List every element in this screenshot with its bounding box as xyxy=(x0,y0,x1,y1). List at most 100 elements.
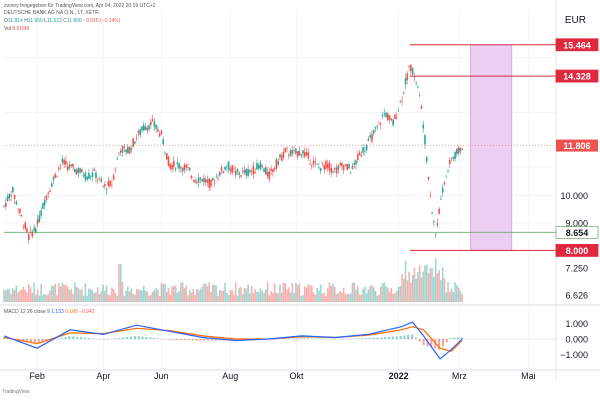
macd-name: MACD xyxy=(4,309,19,315)
macd-hist-bar xyxy=(450,338,452,339)
candle-body xyxy=(205,179,207,182)
candle-body xyxy=(389,115,391,119)
volume-bar xyxy=(380,287,382,302)
candle-body xyxy=(23,226,25,227)
volume-bar xyxy=(410,283,412,302)
candle-body xyxy=(223,171,225,173)
volume-bar xyxy=(445,292,447,302)
volume-bar xyxy=(345,293,347,302)
candle-body xyxy=(447,171,449,172)
volume-bar xyxy=(304,286,306,302)
candle-body xyxy=(139,130,141,135)
volume-bar xyxy=(422,271,424,302)
candle-body xyxy=(346,164,348,169)
candle-body xyxy=(380,124,382,125)
volume-bar xyxy=(102,284,104,302)
volume-bar xyxy=(32,293,34,302)
macd-hist-bar xyxy=(115,338,117,339)
volume-bar xyxy=(106,285,108,302)
volume-bar xyxy=(125,291,127,302)
macd-hist-bar xyxy=(149,338,151,339)
candle-body xyxy=(348,164,350,168)
candle-body xyxy=(338,166,340,170)
candle-body xyxy=(435,234,437,235)
candle-body xyxy=(49,191,51,193)
candle-body xyxy=(265,167,267,174)
candle-body xyxy=(184,165,186,170)
volume-bar xyxy=(346,294,348,302)
macd-hist-bar xyxy=(176,339,178,340)
candle-body xyxy=(373,130,375,133)
candle-body xyxy=(76,170,78,175)
volume-bar xyxy=(261,291,263,302)
candle-body xyxy=(24,223,26,229)
volume-bar xyxy=(263,293,265,302)
candle-body xyxy=(330,168,332,172)
candle-body xyxy=(456,149,458,154)
candle-body xyxy=(102,186,104,187)
volume-bar xyxy=(51,285,53,302)
volume-bar xyxy=(348,294,350,302)
candle-body xyxy=(14,195,16,199)
volume-bar xyxy=(246,288,248,302)
volume-bar xyxy=(223,290,225,302)
candle-body xyxy=(343,165,345,170)
candle-body xyxy=(440,199,442,200)
volume-bar xyxy=(412,275,414,302)
macd-hist-bar xyxy=(84,338,86,339)
candle-body xyxy=(134,142,136,144)
volume-bar xyxy=(276,293,278,302)
volume-label: Vol xyxy=(4,26,11,32)
volume-bar xyxy=(159,296,161,302)
volume-bar xyxy=(85,283,87,302)
candle-body xyxy=(403,93,405,94)
volume-bar xyxy=(313,292,315,302)
volume-bar xyxy=(315,295,317,302)
candle-body xyxy=(240,175,242,176)
volume-bar xyxy=(139,290,141,302)
volume-bar xyxy=(343,288,345,302)
volume-bar xyxy=(109,295,111,302)
macd-hist-bar xyxy=(299,338,301,339)
volume-bar xyxy=(440,280,442,302)
volume-bar xyxy=(244,288,246,302)
candle-body xyxy=(382,115,384,116)
macd-hist-bar xyxy=(373,338,375,339)
volume-bar xyxy=(76,287,78,302)
macd-pane xyxy=(3,322,556,359)
candle-body xyxy=(325,161,327,169)
candle-body xyxy=(115,170,117,171)
candle-body xyxy=(267,172,269,176)
candle-body xyxy=(113,175,115,180)
candle-body xyxy=(327,164,329,168)
volume-bar xyxy=(254,289,256,302)
volume-bar xyxy=(355,289,357,302)
candle-body xyxy=(233,168,235,169)
volume-bar xyxy=(208,282,210,302)
candle-body xyxy=(385,113,387,117)
macd-hist-bar xyxy=(446,339,448,342)
volume-bar xyxy=(164,284,166,302)
volume-bar xyxy=(283,283,285,302)
volume-bar xyxy=(403,279,405,302)
time-tick-7: Mai xyxy=(521,371,536,381)
candle-body xyxy=(300,154,302,155)
candle-body xyxy=(208,178,210,187)
volume-bar xyxy=(99,294,101,302)
volume-bar xyxy=(332,284,334,302)
candle-body xyxy=(81,169,83,172)
candle-body xyxy=(5,203,7,207)
candle-body xyxy=(454,152,456,159)
candle-body xyxy=(33,228,35,231)
volume-bar xyxy=(339,291,341,302)
volume-bar xyxy=(132,294,134,302)
candle-body xyxy=(180,167,182,168)
macd-hist-bar xyxy=(411,334,413,339)
volume-bar xyxy=(288,287,290,302)
candle-body xyxy=(260,163,262,170)
volume-bar xyxy=(272,293,274,302)
volume-bar xyxy=(39,296,41,302)
volume-bar xyxy=(152,292,154,302)
